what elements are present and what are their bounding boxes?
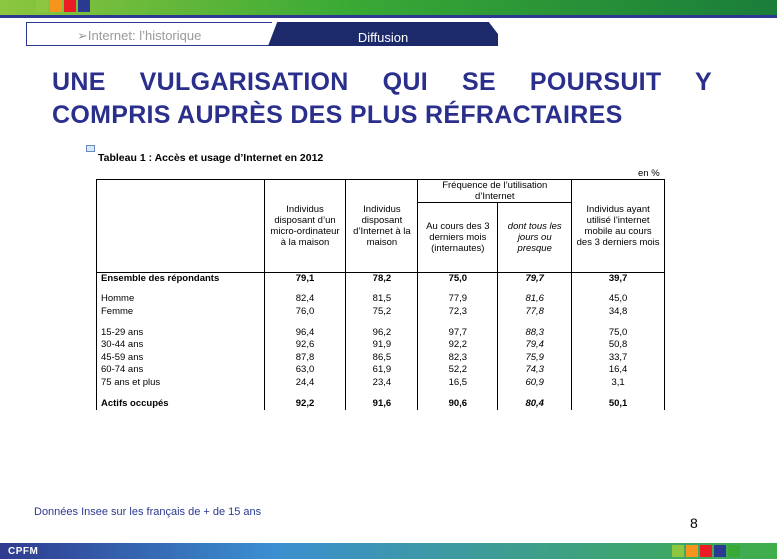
cell: 92,2 — [263, 397, 347, 410]
table-row: Ensemble des répondants 79,1 78,2 75,0 7… — [96, 272, 665, 286]
cell: 33,7 — [571, 351, 665, 365]
cell: 96,4 — [263, 326, 347, 339]
row-label: 45-59 ans — [96, 351, 265, 365]
cell: 61,9 — [345, 364, 419, 377]
table-row: 30-44 ans 92,6 91,9 92,2 79,4 50,8 — [96, 338, 665, 352]
column-header: Au cours des 3 derniers mois (internaute… — [417, 202, 499, 273]
tab-diffusion[interactable]: Diffusion — [268, 22, 498, 46]
cell: 74,3 — [497, 364, 573, 377]
page-title: UNE VULGARISATION QUI SE POURSUIT Y COMP… — [52, 66, 712, 132]
cell: 45,0 — [571, 293, 665, 306]
cell: 78,2 — [345, 272, 419, 286]
table-unit: en % — [638, 168, 660, 179]
header-empty — [96, 179, 265, 273]
cell: 60,9 — [497, 376, 573, 390]
column-header: Individus ayant utilisé l’internet mobil… — [571, 179, 665, 273]
cell: 91,9 — [345, 338, 419, 352]
cell: 24,4 — [263, 376, 347, 390]
row-label: Homme — [96, 293, 265, 306]
collapse-icon[interactable] — [86, 145, 95, 152]
cell: 79,7 — [497, 272, 573, 286]
column-header: dont tous les jours ou presque — [497, 202, 573, 273]
cell: 50,8 — [571, 338, 665, 352]
data-table: Individus disposant d’un micro-ordinateu… — [96, 179, 665, 410]
divider — [0, 15, 777, 18]
row-label: 75 ans et plus — [96, 376, 265, 390]
page-number: 8 — [690, 515, 698, 531]
cell: 75,9 — [497, 351, 573, 365]
cell: 90,6 — [417, 397, 499, 410]
cell: 88,3 — [497, 326, 573, 339]
cell: 92,2 — [417, 338, 499, 352]
cell: 91,6 — [345, 397, 419, 410]
cell: 39,7 — [571, 272, 665, 286]
cell: 82,3 — [417, 351, 499, 365]
source-footnote: Données Insee sur les français de + de 1… — [34, 506, 262, 518]
tab-label: ➢Internet: l’historique — [77, 28, 202, 43]
row-label: 30-44 ans — [96, 338, 265, 352]
cell: 50,1 — [571, 397, 665, 410]
cell: 81,6 — [497, 293, 573, 306]
column-header: Individus disposant d’Internet à la mais… — [345, 179, 419, 273]
cell: 52,2 — [417, 364, 499, 377]
top-banner — [0, 0, 777, 15]
table-row: 60-74 ans 63,0 61,9 52,2 74,3 16,4 — [96, 364, 665, 377]
cell: 79,4 — [497, 338, 573, 352]
cell: 23,4 — [345, 376, 419, 390]
column-header: Individus disposant d’un micro-ordinateu… — [263, 179, 347, 273]
square-icon — [728, 545, 740, 557]
cell: 79,1 — [263, 272, 347, 286]
square-icon — [78, 0, 90, 12]
cell: 76,0 — [263, 305, 347, 319]
bottom-banner — [0, 543, 777, 559]
row-label: Femme — [96, 305, 265, 319]
square-icon — [50, 0, 62, 12]
cell: 72,3 — [417, 305, 499, 319]
title-line-2: COMPRIS AUPRÈS DES PLUS RÉFRACTAIRES — [52, 101, 623, 129]
cell: 75,2 — [345, 305, 419, 319]
cell: 34,8 — [571, 305, 665, 319]
table-row: 15-29 ans 96,4 96,2 97,7 88,3 75,0 — [96, 326, 665, 339]
cell: 16,4 — [571, 364, 665, 377]
row-label: 60-74 ans — [96, 364, 265, 377]
row-label: Ensemble des répondants — [96, 272, 265, 286]
bottom-color-squares — [672, 545, 740, 557]
tab-label: Diffusion — [357, 30, 409, 45]
group-header: Fréquence de l’utilisation d’Internet — [417, 179, 573, 203]
table-row: 75 ans et plus 24,4 23,4 16,5 60,9 3,1 — [96, 376, 665, 390]
square-icon — [700, 545, 712, 557]
cell: 77,8 — [497, 305, 573, 319]
top-color-squares — [36, 0, 90, 12]
square-icon — [714, 545, 726, 557]
cell: 75,0 — [417, 272, 499, 286]
square-icon — [672, 545, 684, 557]
brand-logo: CPFM — [8, 546, 39, 557]
title-line-1: UNE VULGARISATION QUI SE POURSUIT Y — [52, 68, 712, 96]
cell: 92,6 — [263, 338, 347, 352]
cell: 77,9 — [417, 293, 499, 306]
row-label: Actifs occupés — [96, 397, 265, 410]
cell: 87,8 — [263, 351, 347, 365]
cell: 97,7 — [417, 326, 499, 339]
cell: 86,5 — [345, 351, 419, 365]
cell: 82,4 — [263, 293, 347, 306]
cell: 3,1 — [571, 376, 665, 390]
cell: 63,0 — [263, 364, 347, 377]
cell: 16,5 — [417, 376, 499, 390]
square-icon — [36, 0, 48, 12]
table-row: 45-59 ans 87,8 86,5 82,3 75,9 33,7 — [96, 351, 665, 365]
square-icon — [686, 545, 698, 557]
table-caption: Tableau 1 : Accès et usage d’Internet en… — [98, 152, 324, 164]
row-label: 15-29 ans — [96, 326, 265, 339]
table-row: Femme 76,0 75,2 72,3 77,8 34,8 — [96, 305, 665, 319]
cell: 80,4 — [497, 397, 573, 410]
cell: 96,2 — [345, 326, 419, 339]
cell: 81,5 — [345, 293, 419, 306]
table-row: Actifs occupés 92,2 91,6 90,6 80,4 50,1 — [96, 397, 665, 410]
tab-internet-historique[interactable]: ➢Internet: l’historique — [26, 22, 272, 46]
cell: 75,0 — [571, 326, 665, 339]
square-icon — [64, 0, 76, 12]
table-row: Homme 82,4 81,5 77,9 81,6 45,0 — [96, 293, 665, 306]
